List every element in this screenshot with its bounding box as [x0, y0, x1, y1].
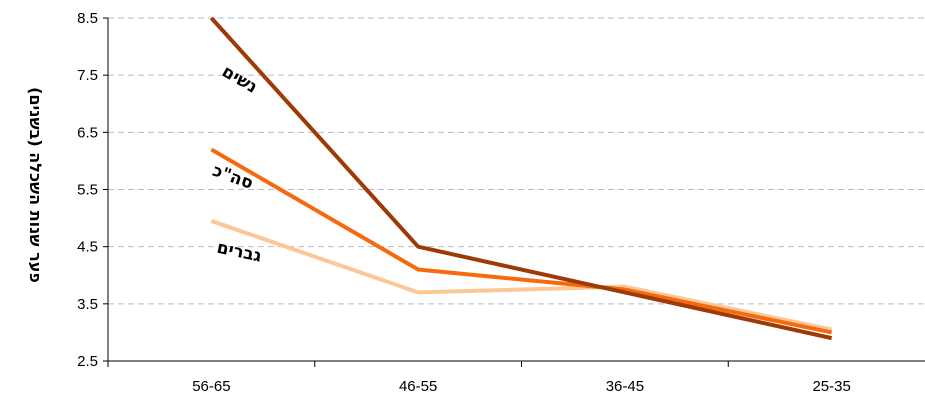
x-tick-label: 56-65 — [192, 378, 230, 395]
y-axis-title: פער שנות השכלה (בשנים) — [26, 87, 45, 283]
y-tick-label: 3.5 — [77, 296, 98, 313]
x-tick-label: 46-55 — [399, 378, 437, 395]
y-tick-label: 6.5 — [77, 124, 98, 141]
gridlines — [108, 17, 925, 305]
x-tick-labels: 56-65 46-55 36-45 25-35 — [107, 361, 851, 395]
y-tick-label: 7.5 — [77, 67, 98, 84]
series-lines — [209, 16, 833, 341]
series-line-0 — [209, 16, 833, 341]
series-label-men: גברים — [215, 238, 264, 267]
series-line-1 — [210, 147, 833, 335]
x-tick-label: 36-45 — [606, 378, 644, 395]
y-tick-label: 8.5 — [77, 10, 98, 27]
y-tick-label: 4.5 — [77, 239, 98, 256]
y-tick-labels: 8.5 7.5 6.5 5.5 4.5 3.5 2.5 — [77, 10, 108, 370]
x-tick-label: 25-35 — [812, 378, 850, 395]
series-label-total: סה"כ — [210, 161, 256, 194]
series-line-2 — [210, 219, 833, 332]
y-tick-label: 5.5 — [77, 182, 98, 199]
y-tick-label: 2.5 — [77, 353, 98, 370]
